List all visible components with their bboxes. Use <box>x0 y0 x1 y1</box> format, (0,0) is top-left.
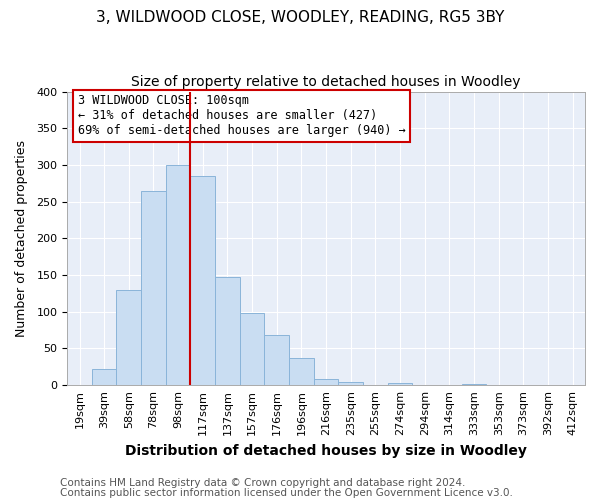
Bar <box>314 378 338 385</box>
X-axis label: Distribution of detached houses by size in Woodley: Distribution of detached houses by size … <box>125 444 527 458</box>
Y-axis label: Number of detached properties: Number of detached properties <box>15 140 28 337</box>
Text: 3 WILDWOOD CLOSE: 100sqm
← 31% of detached houses are smaller (427)
69% of semi-: 3 WILDWOOD CLOSE: 100sqm ← 31% of detach… <box>77 94 405 138</box>
Bar <box>462 384 487 385</box>
Bar <box>190 176 215 385</box>
Bar <box>116 290 141 385</box>
Bar <box>92 369 116 385</box>
Bar <box>166 165 190 385</box>
Bar <box>289 358 314 385</box>
Bar <box>240 313 265 385</box>
Bar <box>338 382 363 385</box>
Text: 3, WILDWOOD CLOSE, WOODLEY, READING, RG5 3BY: 3, WILDWOOD CLOSE, WOODLEY, READING, RG5… <box>96 10 504 25</box>
Title: Size of property relative to detached houses in Woodley: Size of property relative to detached ho… <box>131 75 521 89</box>
Bar <box>141 190 166 385</box>
Text: Contains public sector information licensed under the Open Government Licence v3: Contains public sector information licen… <box>60 488 513 498</box>
Bar <box>215 278 240 385</box>
Bar <box>388 383 412 385</box>
Text: Contains HM Land Registry data © Crown copyright and database right 2024.: Contains HM Land Registry data © Crown c… <box>60 478 466 488</box>
Bar <box>265 336 289 385</box>
